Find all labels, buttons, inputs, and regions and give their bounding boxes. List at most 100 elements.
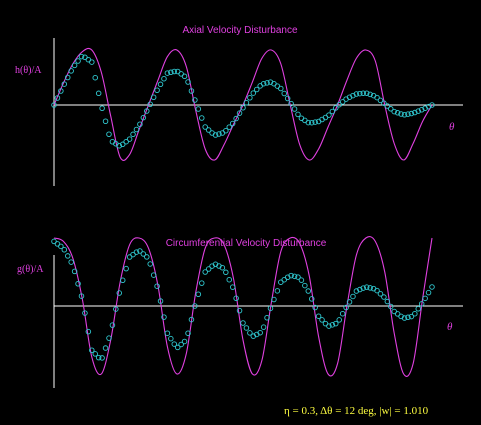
circumferential-data-point <box>168 335 174 342</box>
circumferential-data-point <box>133 249 140 255</box>
axial-data-point <box>137 121 143 127</box>
axial-data-point <box>188 88 195 94</box>
axial-title: Axial Velocity Disturbance <box>182 25 297 36</box>
circumferential-data-point <box>109 322 116 328</box>
axial-data-point <box>236 110 243 116</box>
axial-data-point <box>116 142 123 149</box>
axial-data-point <box>161 75 167 82</box>
circumferential-data-point <box>401 315 408 321</box>
axial-data-point <box>253 86 260 93</box>
axial-data-point <box>288 100 294 107</box>
circumferential-data-point <box>343 304 349 311</box>
axial-ylabel: h(θ)/A <box>15 65 42 76</box>
axial-data-point <box>388 106 394 112</box>
axial-data-point <box>363 90 370 96</box>
axial-data-point <box>264 80 270 86</box>
circumferential-data-point <box>302 282 308 289</box>
circumferential-xlabel: θ <box>447 321 453 333</box>
axial-data-point <box>106 131 112 137</box>
circumferential-data-point <box>154 283 160 289</box>
circumferential-data-point <box>346 299 353 305</box>
circumferential-data-point <box>99 355 105 361</box>
axial-data-point <box>312 119 318 125</box>
circumferential-data-point <box>264 315 270 321</box>
axial-data-point <box>68 68 74 74</box>
circumferential-data-point <box>418 301 425 307</box>
circumferential-data-point <box>61 246 68 253</box>
axial-data-point <box>157 81 164 88</box>
axial-data-point <box>202 124 208 130</box>
circumferential-plot-area <box>51 236 435 377</box>
circumferential-data-point <box>58 243 64 250</box>
circumferential-data-point <box>381 294 387 300</box>
axial-data-point <box>216 131 222 137</box>
axial-data-point <box>61 81 68 87</box>
circumferential-panel: Circumferential Velocity Disturbance g(θ… <box>17 236 463 388</box>
circumferential-data-point <box>308 296 315 302</box>
axial-data-point <box>415 108 422 114</box>
axial-data-point <box>54 95 61 101</box>
circumferential-data-point <box>188 316 195 323</box>
axial-data-point <box>381 100 387 106</box>
axial-data-point <box>278 85 284 92</box>
circumferential-data-point <box>144 254 150 260</box>
circumferential-data-point <box>260 324 267 330</box>
axial-data-point <box>164 70 171 76</box>
circumferential-data-point <box>288 272 294 279</box>
circumferential-data-point <box>150 272 157 278</box>
circumferential-data-point <box>243 325 250 331</box>
axial-data-point <box>394 110 401 116</box>
axial-data-point <box>199 115 205 121</box>
circumferential-data-point <box>140 251 147 257</box>
axial-data-point <box>78 53 85 60</box>
axial-data-point <box>250 90 257 96</box>
axial-data-point <box>133 126 140 133</box>
circumferential-data-point <box>178 341 184 348</box>
axial-data-point <box>212 132 219 138</box>
axial-panel: Axial Velocity Disturbance h(θ)/A θ <box>15 25 463 186</box>
axial-data-point <box>89 59 95 65</box>
parameter-caption: η = 0.3, Δθ = 12 deg, |w| = 1.010 <box>284 405 429 417</box>
axial-data-point <box>336 101 342 108</box>
axial-data-point <box>144 108 150 114</box>
circumferential-data-point <box>205 266 212 272</box>
axial-data-point <box>140 114 147 121</box>
axial-data-point <box>284 95 291 102</box>
axial-data-point <box>295 111 301 118</box>
axial-data-point <box>281 90 287 97</box>
axial-data-point <box>260 80 267 87</box>
axial-data-point <box>367 91 373 98</box>
axial-data-point <box>408 110 415 117</box>
circumferential-data-point <box>147 261 153 267</box>
circumferential-data-point <box>360 285 367 291</box>
axial-data-point <box>233 115 239 122</box>
axial-data-point <box>123 138 129 145</box>
axial-data-point <box>398 111 404 117</box>
axial-data-point <box>226 124 232 130</box>
axial-data-point <box>329 108 336 115</box>
axial-data-point <box>377 97 384 104</box>
axial-data-point <box>353 91 360 97</box>
circumferential-data-point <box>223 269 229 276</box>
circumferential-data-point <box>229 284 236 290</box>
axial-data-point <box>205 127 212 133</box>
circumferential-data-point <box>271 296 277 303</box>
circumferential-data-point <box>274 288 281 294</box>
axial-data-point <box>401 111 408 118</box>
circumferential-data-point <box>350 293 356 300</box>
circumferential-data-point <box>71 268 78 275</box>
circumferential-data-point <box>353 288 360 294</box>
circumferential-data-point <box>174 344 181 351</box>
circumferential-data-point <box>377 291 384 297</box>
circumferential-data-point <box>319 317 325 323</box>
axial-data-point <box>429 102 435 108</box>
axial-data-point <box>360 90 367 96</box>
circumferential-data-point <box>85 328 92 335</box>
circumferential-data-point <box>339 310 346 317</box>
circumferential-data-point <box>326 323 332 329</box>
axial-data-point <box>99 105 105 111</box>
circumferential-data-point <box>113 306 119 312</box>
circumferential-data-point <box>192 303 198 309</box>
circumferential-data-point <box>425 289 432 296</box>
axial-data-point <box>412 109 418 116</box>
